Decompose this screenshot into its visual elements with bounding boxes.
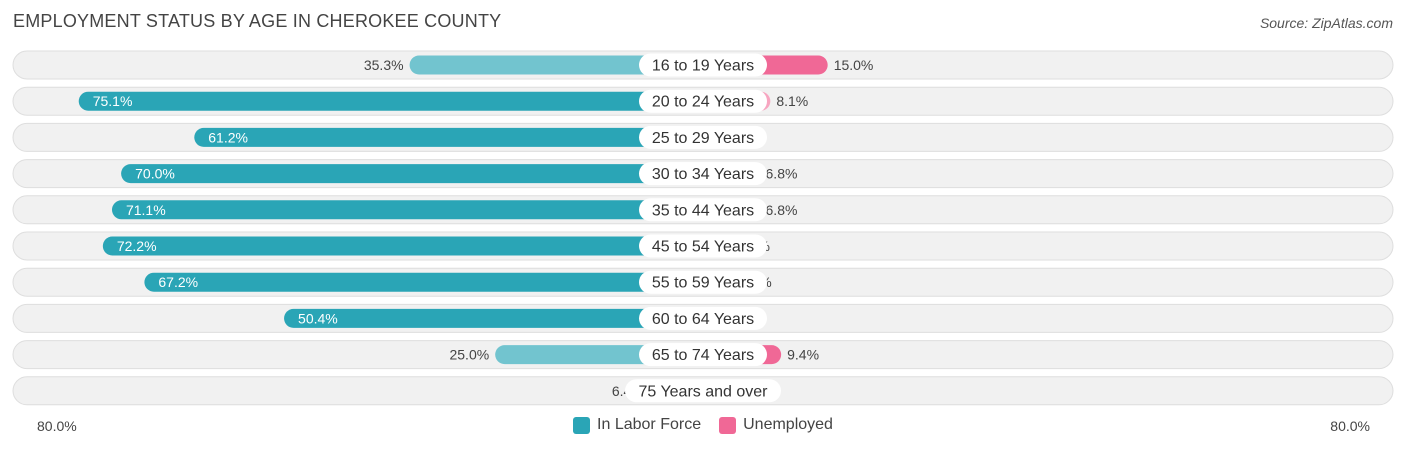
category-label: 55 to 59 Years — [652, 275, 754, 292]
chart-canvas: 35.3% 15.0% 16 to 19 Years 75.1% 8.1% 20 to 2… — [12, 50, 1394, 406]
bar-labor-force — [111, 200, 703, 220]
source-label: Source: ZipAtlas.com — [1259, 15, 1393, 31]
category-label: 60 to 64 Years — [652, 311, 754, 328]
category-label: 20 to 24 Years — [652, 94, 754, 111]
legend-item-labor-force[interactable]: In Labor Force — [573, 416, 701, 434]
data-label-unemployed: 6.8% — [766, 166, 798, 182]
legend: In Labor Force Unemployed — [0, 416, 1406, 434]
data-label-unemployed: 15.0% — [834, 57, 874, 73]
data-label-labor-force: 72.2% — [117, 238, 157, 254]
chart-title: EMPLOYMENT STATUS BY AGE IN CHEROKEE COU… — [13, 11, 502, 31]
legend-item-unemployed[interactable]: Unemployed — [719, 416, 833, 434]
data-label-labor-force: 35.3% — [364, 57, 404, 73]
category-label: 30 to 34 Years — [652, 166, 754, 183]
legend-label-unemployed: Unemployed — [743, 416, 833, 433]
data-label-labor-force: 67.2% — [158, 274, 198, 290]
category-pill — [639, 270, 767, 294]
data-label-labor-force: 70.0% — [135, 166, 175, 182]
category-label: 35 to 44 Years — [652, 202, 754, 219]
category-pill — [639, 343, 767, 367]
bar-labor-force — [194, 127, 703, 147]
bar-labor-force — [121, 164, 703, 184]
data-label-unemployed: 9.4% — [787, 347, 819, 363]
category-pill — [639, 234, 767, 258]
category-pill — [639, 162, 767, 186]
axis-right-max-label: 80.0% — [1330, 418, 1370, 434]
legend-label-labor-force: In Labor Force — [597, 416, 702, 433]
axis-left-max-label: 80.0% — [37, 418, 77, 434]
category-label: 25 to 29 Years — [652, 130, 754, 147]
bar-labor-force — [144, 272, 703, 292]
bar-labor-force — [409, 55, 703, 75]
category-label: 75 Years and over — [639, 383, 769, 400]
data-label-unemployed: 8.1% — [776, 93, 808, 109]
data-label-labor-force: 61.2% — [208, 129, 248, 145]
category-pill — [625, 379, 781, 403]
category-label: 45 to 54 Years — [652, 239, 754, 256]
data-label-unemployed: 6.8% — [766, 202, 798, 218]
bar-labor-force — [78, 91, 703, 111]
category-pill — [639, 306, 767, 330]
category-pill — [639, 125, 767, 149]
legend-swatch-unemployed — [719, 416, 737, 434]
bar-labor-force — [284, 308, 703, 328]
category-label: 16 to 19 Years — [652, 58, 754, 75]
data-label-labor-force: 25.0% — [449, 347, 489, 363]
legend-swatch-labor-force — [573, 416, 591, 434]
category-pill — [639, 53, 767, 77]
data-label-labor-force: 71.1% — [126, 202, 166, 218]
bar-labor-force — [102, 236, 703, 256]
category-pill — [639, 89, 767, 113]
category-pill — [639, 198, 767, 222]
data-label-labor-force: 75.1% — [93, 93, 133, 109]
category-label: 65 to 74 Years — [652, 347, 754, 364]
data-label-labor-force: 50.4% — [298, 310, 338, 326]
